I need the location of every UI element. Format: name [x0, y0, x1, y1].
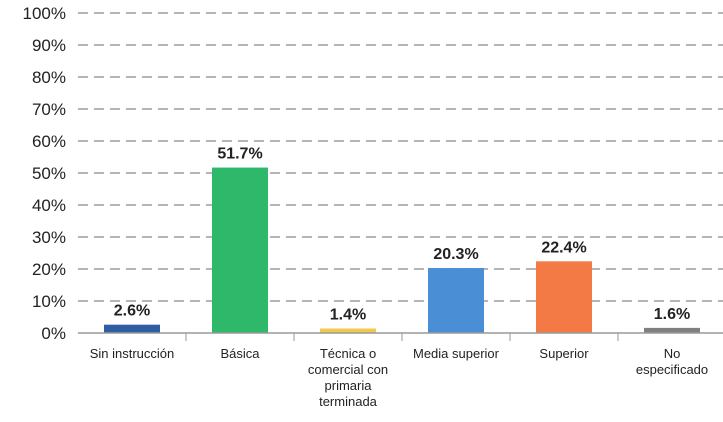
x-tick-label: Técnica o comercial con primaria terminada — [308, 346, 388, 409]
x-tick-label: Media superior — [413, 346, 500, 361]
y-tick-label: 90% — [32, 36, 66, 55]
y-tick-label: 40% — [32, 196, 66, 215]
bars — [104, 167, 700, 333]
data-label: 20.3% — [433, 246, 478, 263]
y-tick-label: 60% — [32, 132, 66, 151]
bar — [536, 261, 592, 333]
y-tick-label: 30% — [32, 228, 66, 247]
y-tick-label: 100% — [23, 4, 66, 23]
x-axis — [78, 332, 723, 341]
y-tick-label: 20% — [32, 260, 66, 279]
y-tick-label: 50% — [32, 164, 66, 183]
bar — [428, 268, 484, 333]
data-labels: 2.6% 51.7% 1.4% 20.3% 22.4% 1.6% — [114, 146, 690, 324]
data-label: 51.7% — [217, 146, 262, 163]
gridlines — [78, 12, 723, 302]
y-tick-label: 70% — [32, 100, 66, 119]
data-label: 2.6% — [114, 303, 150, 320]
x-axis-category-labels: Sin instrucción Básica Técnica o comercial … — [90, 346, 708, 409]
y-tick-label: 10% — [32, 292, 66, 311]
bar — [104, 324, 160, 333]
x-tick-label: Sin instrucción — [90, 346, 175, 361]
x-tick-label: No especificado — [636, 346, 708, 377]
data-label: 22.4% — [541, 239, 586, 256]
y-axis-tick-labels: 0% 10% 20% 30% 40% 50% 60% 70% 80% 90% 100% — [23, 4, 66, 343]
bar — [644, 327, 700, 333]
data-label: 1.4% — [330, 307, 366, 324]
bar — [212, 167, 268, 333]
y-tick-label: 0% — [41, 324, 66, 343]
bar — [320, 328, 376, 333]
x-tick-label: Básica — [220, 346, 260, 361]
data-label: 1.6% — [654, 306, 690, 323]
y-tick-label: 80% — [32, 68, 66, 87]
x-tick-label: Superior — [539, 346, 589, 361]
